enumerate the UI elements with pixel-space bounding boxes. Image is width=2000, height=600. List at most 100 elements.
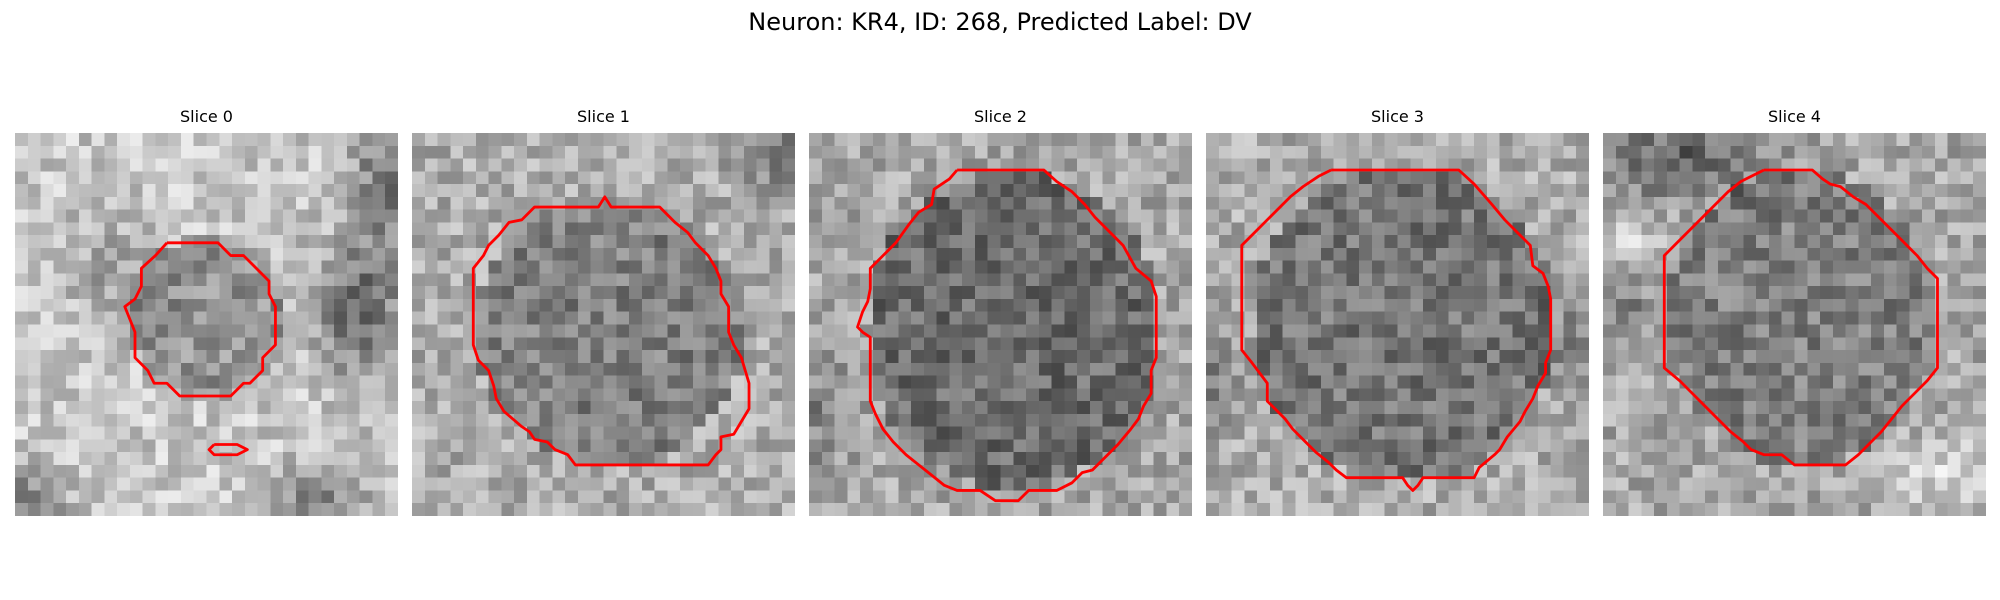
pixel [693, 350, 706, 363]
pixel [155, 337, 168, 350]
pixel [15, 427, 28, 440]
pixel [1525, 414, 1538, 427]
pixel [1039, 197, 1052, 210]
pixel [629, 133, 642, 146]
pixel [591, 184, 604, 197]
pixel [79, 261, 92, 274]
pixel [1064, 503, 1077, 516]
pixel [385, 388, 398, 401]
pixel [680, 503, 693, 516]
pixel [1474, 325, 1487, 338]
pixel [15, 363, 28, 376]
pixel [591, 273, 604, 286]
pixel [207, 299, 220, 312]
pixel [731, 146, 744, 159]
pixel [757, 363, 770, 376]
pixel [1922, 401, 1935, 414]
pixel [1538, 146, 1551, 159]
pixel [1846, 325, 1859, 338]
pixel [1563, 299, 1576, 312]
pixel [1436, 363, 1449, 376]
pixel [1128, 503, 1141, 516]
pixel [1512, 465, 1525, 478]
pixel [1410, 350, 1423, 363]
pixel [321, 325, 334, 338]
pixel [296, 414, 309, 427]
pixel [937, 261, 950, 274]
pixel [1115, 222, 1128, 235]
pixel [835, 427, 848, 440]
pixel [616, 171, 629, 184]
pixel [962, 363, 975, 376]
pixel [835, 478, 848, 491]
pixel [1270, 261, 1283, 274]
pixel [1667, 299, 1680, 312]
pixel [1718, 490, 1731, 503]
pixel [438, 325, 451, 338]
pixel [41, 427, 54, 440]
pixel [1359, 312, 1372, 325]
pixel [1128, 133, 1141, 146]
pixel [1551, 401, 1564, 414]
pixel [1795, 222, 1808, 235]
pixel [438, 503, 451, 516]
pixel [181, 286, 194, 299]
pixel [1334, 401, 1347, 414]
pixel [949, 273, 962, 286]
pixel [309, 325, 322, 338]
pixel [1410, 401, 1423, 414]
pixel [744, 299, 757, 312]
pixel [130, 197, 143, 210]
pixel [769, 299, 782, 312]
pixel [1538, 184, 1551, 197]
pixel [28, 465, 41, 478]
pixel [1576, 286, 1589, 299]
pixel [1756, 465, 1769, 478]
pixel [28, 452, 41, 465]
pixel [514, 490, 527, 503]
pixel [53, 337, 66, 350]
pixel [642, 171, 655, 184]
pixel [769, 337, 782, 350]
pixel [1115, 388, 1128, 401]
pixel [1423, 490, 1436, 503]
pixel [924, 261, 937, 274]
pixel [270, 490, 283, 503]
pixel [565, 388, 578, 401]
pixel [360, 159, 373, 172]
pixel [347, 159, 360, 172]
pixel [667, 363, 680, 376]
pixel [1948, 184, 1961, 197]
pixel [283, 363, 296, 376]
pixel [1141, 299, 1154, 312]
pixel [731, 159, 744, 172]
slice-image [412, 133, 795, 516]
pixel [1039, 222, 1052, 235]
pixel [168, 465, 181, 478]
pixel [309, 184, 322, 197]
pixel [143, 286, 156, 299]
pixel [1769, 261, 1782, 274]
pixel [412, 133, 425, 146]
pixel [744, 465, 757, 478]
pixel [629, 414, 642, 427]
pixel [1973, 414, 1986, 427]
pixel [41, 452, 54, 465]
pixel [1833, 235, 1846, 248]
pixel [782, 312, 795, 325]
pixel [385, 197, 398, 210]
pixel [1833, 452, 1846, 465]
pixel [1897, 490, 1910, 503]
pixel [604, 261, 617, 274]
pixel [53, 184, 66, 197]
pixel [527, 503, 540, 516]
pixel [1283, 235, 1296, 248]
pixel [92, 210, 105, 223]
pixel [924, 452, 937, 465]
pixel [1641, 299, 1654, 312]
pixel [1871, 235, 1884, 248]
pixel [1334, 376, 1347, 389]
pixel [360, 478, 373, 491]
pixel [258, 312, 271, 325]
pixel [706, 197, 719, 210]
